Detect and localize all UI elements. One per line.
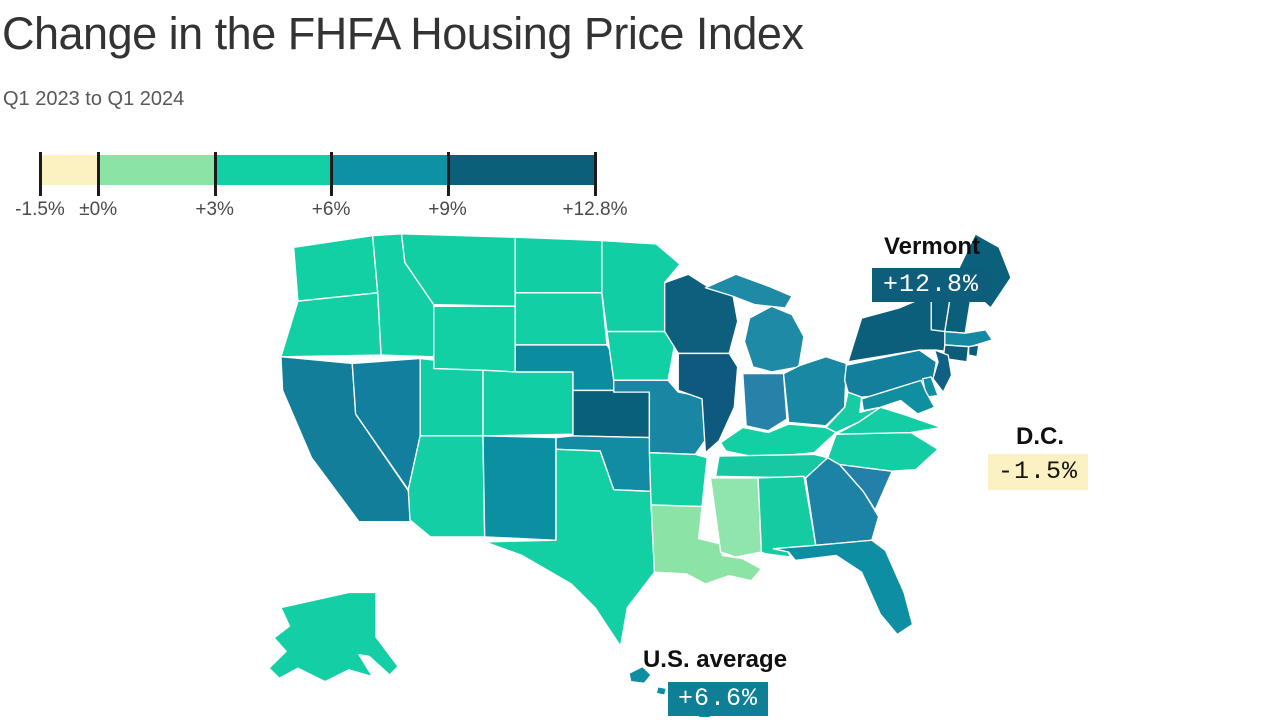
state-utah xyxy=(419,357,484,437)
state-massachusetts xyxy=(944,329,994,348)
state-montana xyxy=(400,233,516,307)
legend-bar: -1.5% ±0% +3% +6% +9% +12.8% xyxy=(15,152,627,227)
state-kentucky xyxy=(720,423,837,459)
legend-tick-label: +3% xyxy=(195,199,234,220)
legend-tick xyxy=(446,152,450,196)
state-texas xyxy=(484,448,656,647)
legend-tick-label: ±0% xyxy=(79,199,118,220)
state-maryland xyxy=(860,379,936,415)
legend-tick xyxy=(39,152,42,196)
legend-tick-label: -1.5% xyxy=(15,199,65,220)
legend-segment xyxy=(214,155,332,185)
legend-tick xyxy=(213,152,217,196)
state-alaska xyxy=(268,591,399,683)
state-oregon xyxy=(280,292,382,358)
state-south-dakota xyxy=(514,292,608,346)
state-arizona xyxy=(407,435,486,538)
callout-us-average-value-badge: +6.6% xyxy=(668,682,768,716)
state-wisconsin xyxy=(663,273,739,355)
state-washington xyxy=(292,234,379,302)
legend-segment xyxy=(40,155,99,185)
legend-tick xyxy=(97,152,101,196)
state-illinois xyxy=(677,352,739,454)
state-indiana xyxy=(742,372,788,432)
state-louisiana xyxy=(650,504,763,585)
callout-us-average-label: U.S. average xyxy=(642,646,788,673)
legend-segment xyxy=(98,155,215,185)
state-north-carolina xyxy=(826,431,939,472)
legend-tick-label: +6% xyxy=(311,199,351,220)
legend-segment xyxy=(447,155,595,185)
legend-tick-label: +9% xyxy=(428,199,467,220)
state-wyoming xyxy=(433,305,516,373)
legend-segment xyxy=(331,155,448,185)
state-west-virginia xyxy=(825,391,881,434)
callout-dc-label: D.C. xyxy=(1016,423,1064,450)
legend-tick-label: +12.8% xyxy=(562,199,628,220)
callout-vermont-label: Vermont xyxy=(883,233,981,260)
state-missouri xyxy=(613,379,708,456)
callout-vermont-value-badge: +12.8% xyxy=(872,268,990,302)
legend-tick xyxy=(594,152,597,196)
state-rhode-island xyxy=(967,344,980,358)
state-colorado xyxy=(482,369,574,437)
state-kansas xyxy=(572,389,651,439)
state-new-jersey xyxy=(932,349,953,393)
state-new-mexico xyxy=(482,435,557,541)
page-title: Change in the FHFA Housing Price Index xyxy=(2,8,804,59)
legend-tick xyxy=(330,152,334,196)
page-subtitle: Q1 2023 to Q1 2024 xyxy=(3,88,185,110)
state-arkansas xyxy=(648,452,708,508)
state-iowa xyxy=(606,330,676,382)
state-north-dakota xyxy=(514,236,603,294)
callout-dc-value-badge: -1.5% xyxy=(988,454,1088,490)
legend: -1.5% ±0% +3% +6% +9% +12.8% xyxy=(15,152,627,227)
state-florida xyxy=(772,539,914,636)
